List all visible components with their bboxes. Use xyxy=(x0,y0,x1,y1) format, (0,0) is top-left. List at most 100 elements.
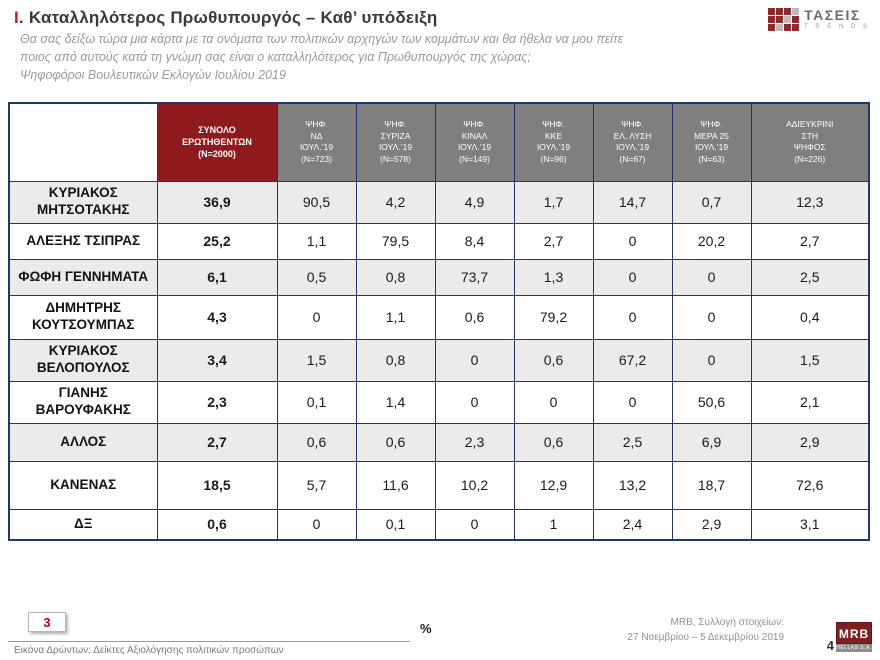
value-cell: 79,5 xyxy=(355,222,436,260)
column-header-3: ΨΗΦ. ΚΙΝΑΛ ΙΟΥΛ.’19 (Ν=149) xyxy=(434,102,515,182)
column-header-7: ΑΔΙΕΥΚΡΙΝΙ ΣΤΗ ΨΗΦΟΣ (Ν=226) xyxy=(750,102,870,182)
column-header-line: (Ν=226) xyxy=(794,153,826,164)
column-header-line: (Ν=96) xyxy=(540,153,567,164)
subtitle-block: Θα σας δείξω τώρα μια κάρτα με τα ονόματ… xyxy=(20,31,680,84)
data-collection-note: MRB, Συλλογή στοιχείων: 27 Νοεμβρίου – 5… xyxy=(627,615,784,645)
value-cell: 72,6 xyxy=(750,460,870,510)
value-cell: 4,9 xyxy=(434,180,515,224)
column-header-0: ΣΥΝΟΛΟ ΕΡΩΤΗΘΕΝΤΩΝ (Ν=2000) xyxy=(156,102,278,182)
value-cell: 6,9 xyxy=(671,422,752,462)
taseis-logo: ΤΑΣΕΙΣ T R E N D S xyxy=(768,7,870,31)
value-cell: 79,2 xyxy=(513,294,594,340)
column-header-4: ΨΗΦ. ΚΚΕ ΙΟΥΛ.’19 (Ν=96) xyxy=(513,102,594,182)
poll-results-table: ΣΥΝΟΛΟ ΕΡΩΤΗΘΕΝΤΩΝ (Ν=2000) ΨΗΦ. ΝΔ ΙΟΥΛ.’19(… xyxy=(8,102,870,541)
row-label: ΔΗΜΗΤΡΗΣ ΚΟΥΤΣΟΥΜΠΑΣ xyxy=(8,294,158,340)
mrb-logo-mark: MRB xyxy=(836,622,872,644)
column-header-line: ΨΗΦΟΣ xyxy=(793,142,826,153)
column-header-line: ΚΙΝΑΛ xyxy=(461,130,488,141)
value-cell: 8,4 xyxy=(434,222,515,260)
value-cell: 0 xyxy=(671,294,752,340)
value-cell: 67,2 xyxy=(592,338,673,382)
table-header-row: ΣΥΝΟΛΟ ΕΡΩΤΗΘΕΝΤΩΝ (Ν=2000) ΨΗΦ. ΝΔ ΙΟΥΛ.’19(… xyxy=(8,102,870,182)
taseis-logo-icon xyxy=(768,8,800,31)
table-row: ΚΑΝΕΝΑΣ 18,5 5,7 11,6 10,2 12,9 13,2 18,7 72,6 xyxy=(8,460,870,510)
value-cell: 2,3 xyxy=(434,422,515,462)
value-cell: 0 xyxy=(671,338,752,382)
column-header-line: ΣΤΗ xyxy=(801,130,819,141)
slide-reference-box: 3 xyxy=(28,612,66,632)
value-cell: 0 xyxy=(276,294,357,340)
value-cell: 0,4 xyxy=(750,294,870,340)
subtitle-line-3: Ψηφοφόροι Βουλευτικών Εκλογών Ιουλίου 20… xyxy=(20,67,286,82)
value-cell: 18,5 xyxy=(156,460,278,510)
value-cell: 0,5 xyxy=(276,258,357,296)
value-cell: 0 xyxy=(276,508,357,541)
value-cell: 25,2 xyxy=(156,222,278,260)
value-cell: 0,8 xyxy=(355,258,436,296)
subtitle-line-2: ποιος από αυτούς κατά τη γνώμη σας είναι… xyxy=(20,49,531,64)
column-header-line: (Ν=723) xyxy=(301,153,332,164)
taseis-logo-square xyxy=(784,8,792,15)
value-cell: 2,5 xyxy=(592,422,673,462)
table-row: ΚΥΡΙΑΚΟΣ ΒΕΛΟΠΟΥΛΟΣ 3,4 1,5 0,8 0 0,6 67,2 0 1,5 xyxy=(8,338,870,382)
value-cell: 14,7 xyxy=(592,180,673,224)
value-cell: 1,5 xyxy=(750,338,870,382)
column-header-line: ΙΟΥΛ.’19 xyxy=(694,142,729,153)
taseis-logo-name: ΤΑΣΕΙΣ xyxy=(804,7,861,23)
column-header-line: (Ν=149) xyxy=(459,153,490,164)
value-cell: 0 xyxy=(513,380,594,424)
value-cell: 2,1 xyxy=(750,380,870,424)
footer-caption: Εικόνα Δρώντων: Δείκτες Αξιολόγησης πολι… xyxy=(14,645,284,656)
row-label: ΔΞ xyxy=(8,508,158,541)
row-label: ΚΥΡΙΑΚΟΣ ΒΕΛΟΠΟΥΛΟΣ xyxy=(8,338,158,382)
mrb-logo-subtitle: HELLAS S.A. xyxy=(836,644,872,652)
title-text: Καταλληλότερος Πρωθυπουργός – Καθ’ υπόδε… xyxy=(28,8,438,27)
source-line-2: 27 Νοεμβρίου – 5 Δεκεμβρίου 2019 xyxy=(627,632,784,643)
column-header-line: ΙΟΥΛ.’19 xyxy=(299,142,334,153)
value-cell: 0,6 xyxy=(513,338,594,382)
value-cell: 1 xyxy=(513,508,594,541)
table-row: ΑΛΕΞΗΣ ΤΣΙΠΡΑΣ 25,2 1,1 79,5 8,4 2,7 0 20,2 2,7 xyxy=(8,222,870,260)
value-cell: 2,9 xyxy=(671,508,752,541)
taseis-logo-text: ΤΑΣΕΙΣ T R E N D S xyxy=(804,7,870,30)
value-cell: 2,7 xyxy=(156,422,278,462)
value-cell: 0 xyxy=(592,380,673,424)
value-cell: 12,9 xyxy=(513,460,594,510)
value-cell: 90,5 xyxy=(276,180,357,224)
value-cell: 2,5 xyxy=(750,258,870,296)
taseis-logo-square xyxy=(768,8,776,15)
column-header-line: (Ν=67) xyxy=(619,153,646,164)
column-header-line: ΨΗΦ. xyxy=(463,119,486,130)
taseis-logo-square xyxy=(784,16,792,23)
column-header-line: ΙΟΥΛ.’19 xyxy=(457,142,492,153)
value-cell: 4,2 xyxy=(355,180,436,224)
column-header-line: ΜΕΡΑ 25 xyxy=(694,130,729,141)
value-cell: 0,6 xyxy=(434,294,515,340)
taseis-logo-square xyxy=(776,8,784,15)
row-label: ΑΛΕΞΗΣ ΤΣΙΠΡΑΣ xyxy=(8,222,158,260)
column-header-5: ΨΗΦ. ΕΛ. ΛΥΣΗ ΙΟΥΛ.’19 (Ν=67) xyxy=(592,102,673,182)
row-label: ΚΑΝΕΝΑΣ xyxy=(8,460,158,510)
column-header-1: ΨΗΦ. ΝΔ ΙΟΥΛ.’19 (Ν=723) xyxy=(276,102,357,182)
taseis-logo-square xyxy=(784,24,792,31)
value-cell: 2,7 xyxy=(750,222,870,260)
value-cell: 0 xyxy=(592,258,673,296)
value-cell: 18,7 xyxy=(671,460,752,510)
column-header-line: ΨΗΦ. xyxy=(384,119,407,130)
value-cell: 1,1 xyxy=(276,222,357,260)
value-cell: 12,3 xyxy=(750,180,870,224)
value-cell: 50,6 xyxy=(671,380,752,424)
value-cell: 2,9 xyxy=(750,422,870,462)
column-header-line: (Ν=2000) xyxy=(198,149,236,160)
row-label: ΚΥΡΙΑΚΟΣ ΜΗΤΣΟΤΑΚΗΣ xyxy=(8,180,158,224)
taseis-logo-square xyxy=(792,16,800,23)
table-row: ΦΩΦΗ ΓΕΝΝΗΜΑΤΑ 6,1 0,5 0,8 73,7 1,3 0 0 2,5 xyxy=(8,258,870,296)
row-label: ΓΙΑΝΗΣ ΒΑΡΟΥΦΑΚΗΣ xyxy=(8,380,158,424)
taseis-logo-square xyxy=(768,16,776,23)
taseis-logo-square xyxy=(792,8,800,15)
column-header-line: ΙΟΥΛ.’19 xyxy=(536,142,571,153)
column-header-line: ΙΟΥΛ.’19 xyxy=(615,142,650,153)
value-cell: 0,1 xyxy=(276,380,357,424)
value-cell: 0 xyxy=(671,258,752,296)
